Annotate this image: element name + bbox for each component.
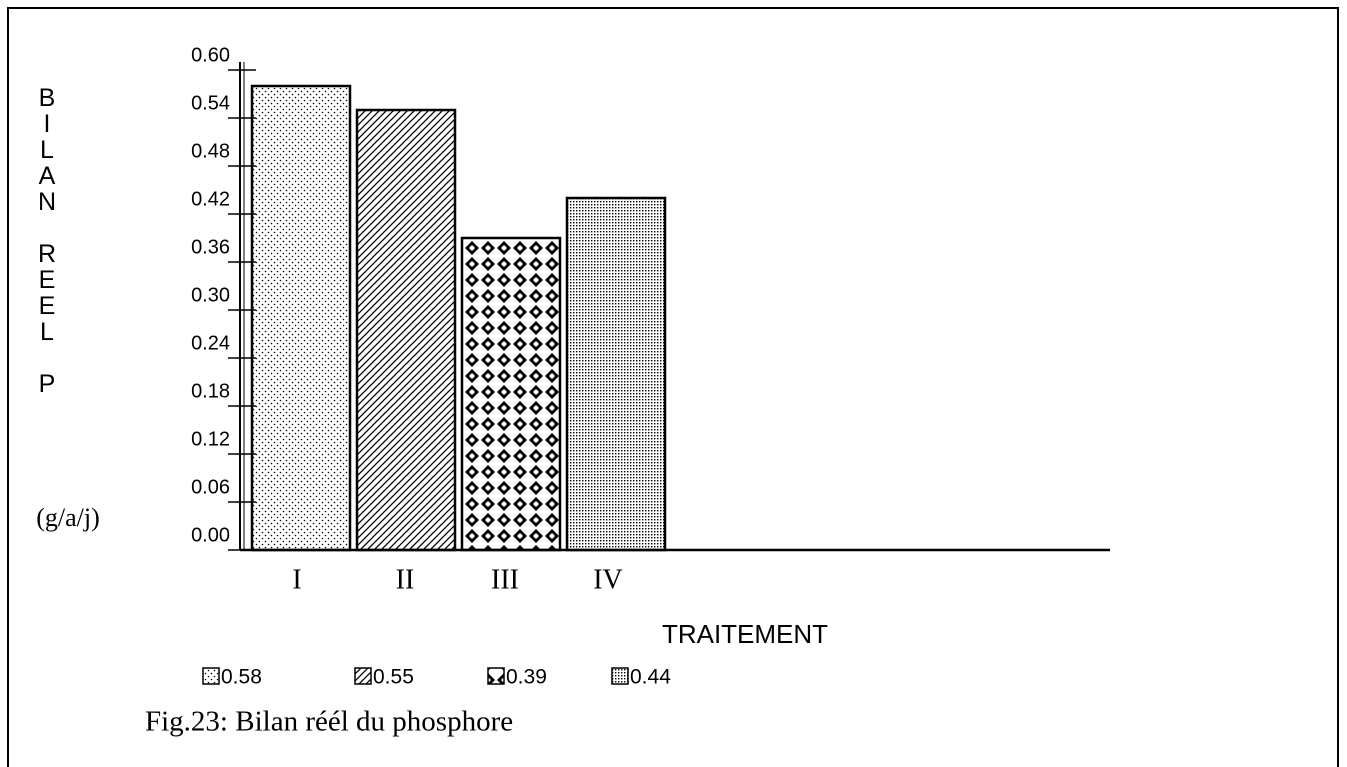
x-tick-label: I [292, 564, 301, 595]
y-tick-label: 0.54 [191, 92, 230, 114]
legend-swatch [611, 667, 629, 685]
legend-label: 0.58 [221, 666, 262, 689]
x-axis-label: TRAITEMENT [662, 619, 828, 649]
legend-label: 0.39 [506, 666, 547, 689]
y-axis-label: BILAN REEL P [33, 84, 61, 396]
legend-label: 0.44 [630, 666, 671, 689]
x-tick-label: II [396, 564, 415, 595]
x-tick-label: IV [593, 564, 623, 595]
y-tick-label: 0.12 [191, 428, 230, 450]
y-tick-label: 0.06 [191, 476, 230, 498]
x-tick-label: III [491, 564, 519, 595]
y-tick-label: 0.24 [191, 332, 230, 354]
legend-swatch [487, 667, 505, 685]
y-tick-label: 0.30 [191, 284, 230, 306]
y-tick-label: 0.36 [191, 236, 230, 258]
legend-swatch [354, 667, 372, 685]
frame [7, 7, 1339, 767]
legend-label: 0.55 [373, 666, 414, 689]
y-axis-unit: (g/a/j) [36, 503, 100, 532]
caption: Fig.23: Bilan réél du phosphore [145, 706, 513, 738]
legend-swatch [202, 667, 220, 685]
bar [355, 108, 457, 552]
y-tick-label: 0.18 [191, 380, 230, 402]
bar [250, 84, 352, 552]
bar [460, 236, 562, 552]
y-tick-label: 0.60 [191, 44, 230, 66]
y-tick-label: 0.42 [191, 188, 230, 210]
y-tick-label: 0.48 [191, 140, 230, 162]
bar [565, 196, 667, 552]
y-tick-label: 0.00 [191, 524, 230, 546]
